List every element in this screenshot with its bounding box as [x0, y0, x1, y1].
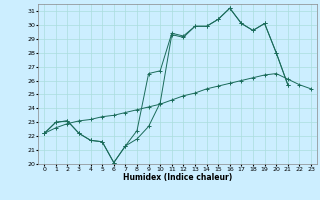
X-axis label: Humidex (Indice chaleur): Humidex (Indice chaleur)	[123, 173, 232, 182]
